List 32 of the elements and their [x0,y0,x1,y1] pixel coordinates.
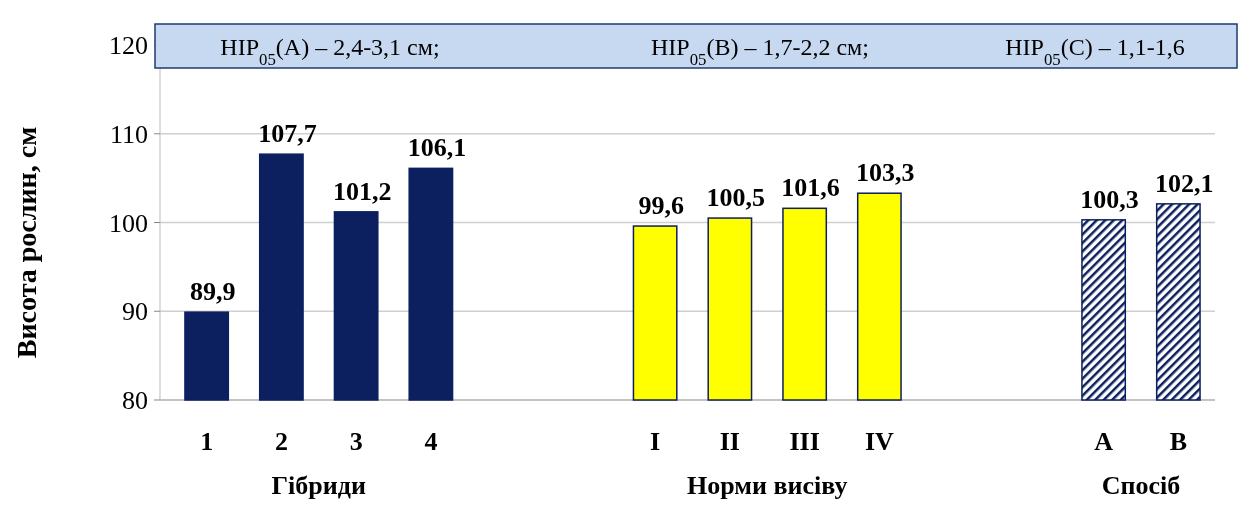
x-tick-label: 1 [200,427,214,456]
y-tick-label: 90 [122,297,148,327]
data-label: 99,6 [638,191,684,221]
y-tick-label: 80 [122,386,148,416]
x-tick-label: III [789,427,820,456]
x-tick-label: 2 [274,427,288,456]
data-label: 101,6 [781,173,840,203]
annotation: НІР$_{05}$(C) – 1,1-1,6 [1005,34,1185,69]
y-tick-label: 110 [109,119,148,149]
data-label: 101,2 [332,176,392,206]
data-label: 107,7 [258,119,317,149]
x-tick-label: IV [864,427,895,456]
data-label: 103,3 [856,158,915,188]
data-label: 106,1 [407,133,467,163]
y-tick-label: 120 [109,31,148,61]
data-label: 89,9 [189,277,236,307]
x-tick-label: I [650,427,661,456]
text: Норми висіву [687,471,848,500]
x-tick-label: 4 [424,427,438,456]
x-tick-label: A [1094,427,1114,456]
data-label: 102,1 [1155,168,1214,198]
x-tick-label: II [719,427,740,456]
text: Гібриди [271,471,366,500]
y-axis-title: Висота рослин, см [11,126,42,359]
x-tick-label: B [1169,427,1188,456]
data-label: 100,3 [1080,184,1139,214]
annotation: НІР$_{05}$(B) – 1,7-2,2 см; [651,34,869,69]
annotation: НІР$_{05}$(A) – 2,4-3,1 см; [220,34,440,69]
y-tick-label: 100 [109,208,148,238]
x-tick-label: 3 [349,427,363,456]
text: Спосіб [1101,471,1181,500]
data-label: 100,5 [706,183,766,213]
